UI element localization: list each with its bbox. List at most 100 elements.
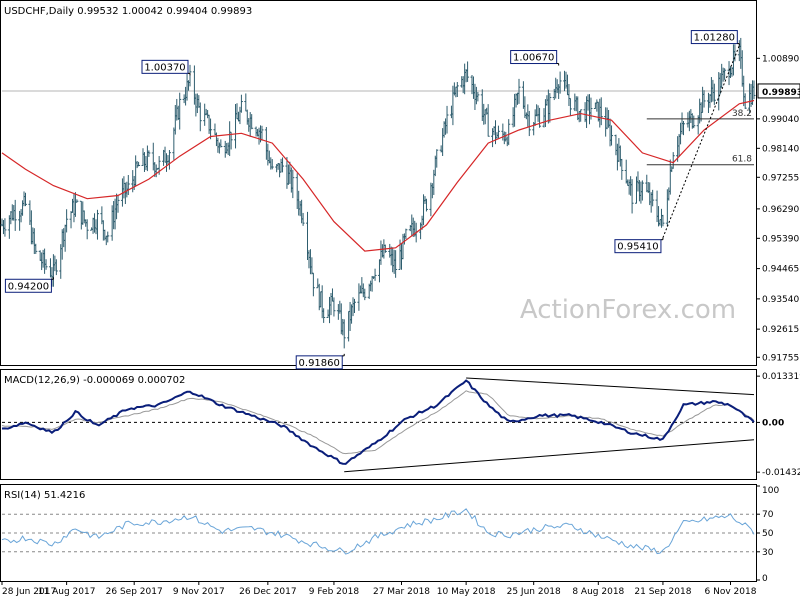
price-bar (630, 179, 634, 214)
price-bar (466, 61, 470, 82)
annotation-box (690, 30, 738, 45)
macd-y-tick-label: 0.013319 (762, 372, 800, 382)
price-y-tick-label: 0.99040 (762, 115, 799, 125)
annotation-label: 1.00670 (513, 53, 554, 64)
price-bar (95, 209, 99, 240)
annotation-label: 0.95410 (617, 242, 658, 253)
price-bar (178, 92, 182, 130)
price-annotation: 1.00370 (141, 59, 191, 76)
price-bar (548, 93, 552, 123)
x-tick-label: 21 Sep 2018 (634, 587, 691, 597)
price-bar (3, 218, 7, 237)
current-price-box (757, 83, 800, 99)
rsi-panel-frame (0, 484, 757, 582)
price-bar (496, 125, 500, 139)
macd-line (1, 379, 755, 465)
price-bar (424, 198, 428, 212)
macd-signal-line (1, 390, 755, 455)
price-annotation: 0.91860 (295, 353, 345, 370)
price-bar (671, 152, 675, 169)
price-bar (322, 308, 326, 323)
price-panel-frame (0, 0, 757, 366)
x-tick-label: 26 Dec 2017 (239, 587, 297, 597)
price-bar (13, 199, 17, 231)
price-bar (486, 104, 490, 137)
moving-average-line (1, 99, 755, 252)
price-bar (229, 131, 233, 150)
x-tick-label: 28 Jun 2017 (2, 587, 56, 597)
price-bar (270, 159, 274, 170)
fib-level-label: 38.2 (732, 109, 752, 119)
price-bar (373, 268, 377, 281)
price-bar (260, 125, 264, 141)
price-bar (610, 125, 614, 146)
price-bar (137, 161, 141, 167)
x-tick-label: 6 Nov 2018 (705, 587, 757, 597)
price-bar (517, 78, 521, 104)
price-bar (301, 212, 305, 226)
price-bar (116, 194, 120, 213)
annotation-box (510, 50, 558, 65)
price-bar (682, 120, 685, 136)
price-y-tick-label: 0.95390 (762, 234, 799, 244)
x-tick-label: 27 Mar 2018 (373, 587, 430, 597)
price-y-tick-label: 0.91755 (762, 353, 799, 363)
rsi-line (1, 508, 755, 555)
price-bar (527, 110, 531, 137)
price-annotation: 0.95410 (614, 237, 664, 254)
macd-panel-frame (0, 369, 757, 480)
price-bar (332, 297, 336, 317)
rsi-y-tick-label: 70 (762, 510, 774, 520)
rsi-panel-title: RSI(14) 51.4216 (4, 490, 85, 501)
price-bar (44, 259, 48, 270)
price-bar (311, 272, 315, 297)
price-bar (538, 107, 542, 128)
price-bar (661, 214, 665, 227)
price-bar (507, 119, 511, 146)
price-bar (353, 298, 356, 313)
price-bar (106, 231, 110, 243)
price-bar (445, 105, 449, 134)
price-y-tick-label: 0.92615 (762, 325, 799, 335)
price-bar (702, 90, 706, 108)
macd-layer (1, 377, 755, 473)
rsi-y-tick-label: 30 (762, 548, 774, 558)
macd-trendline (344, 439, 755, 473)
price-bar (752, 80, 756, 100)
rsi-y-tick-label: 100 (762, 486, 779, 496)
macd-trendline (466, 377, 755, 396)
price-bar (558, 71, 562, 94)
price-bar (239, 94, 243, 113)
price-bar (651, 189, 655, 207)
price-bar (75, 199, 79, 203)
price-bar (126, 175, 130, 195)
swing-line (662, 45, 740, 238)
price-bar (404, 228, 408, 240)
price-bar (568, 97, 572, 116)
price-y-tick-label: 0.98140 (762, 144, 799, 154)
rsi-y-tick-label: 0 (762, 574, 768, 584)
watermark: ActionForex.com (520, 295, 736, 325)
price-annotation: 1.00670 (510, 50, 560, 66)
x-tick-label: 9 Nov 2017 (173, 587, 225, 597)
price-annotation: 0.94200 (4, 277, 54, 293)
annotation-label: 1.01280 (694, 33, 735, 44)
macd-y-tick-label: -0.014323 (762, 468, 800, 478)
price-bar (363, 288, 367, 301)
price-bar (147, 150, 151, 157)
macd-panel-title: MACD(12,26,9) -0.000069 0.000702 (4, 375, 185, 386)
price-y-tick-label: 0.96290 (762, 205, 799, 215)
price-bar (712, 83, 716, 105)
price-bar (723, 68, 727, 80)
annotation-box (4, 278, 52, 293)
price-bar (209, 118, 213, 140)
annotation-label: 0.91860 (299, 358, 340, 369)
price-y-tick-label: 0.97255 (762, 173, 799, 183)
price-bar (640, 180, 644, 201)
price-layer: 38.2 61.8 1.00370 0.94200 0.91860 1.00670 0.95… (0, 30, 756, 370)
rsi-y-tick-label: 50 (762, 529, 774, 539)
axis-layer: 1.00890 0.99893 0.99040 0.98140 0.97255 0.962… (1, 54, 800, 597)
annotation-box (295, 355, 343, 370)
x-tick-label: 9 Feb 2018 (309, 587, 360, 597)
